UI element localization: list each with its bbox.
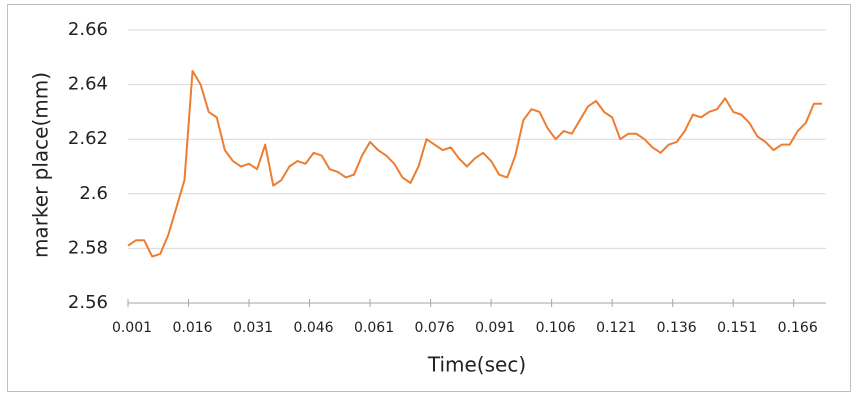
data-line	[127, 69, 822, 258]
y-axis-title: marker place(mm)	[29, 72, 53, 258]
x-tick-label: 0.001	[112, 320, 152, 336]
x-tick-label: 0.106	[536, 320, 576, 336]
x-tick-label: 0.031	[233, 320, 273, 336]
x-tick-label: 0.016	[172, 320, 212, 336]
x-tick-label: 0.151	[717, 320, 757, 336]
x-tick-label: 0.166	[778, 320, 818, 336]
x-tick-label: 0.046	[294, 320, 334, 336]
y-tick-label: 2.64	[68, 74, 108, 95]
chart-border	[7, 4, 851, 392]
y-tick-label: 2.6	[79, 183, 108, 204]
y-tick-label: 2.62	[68, 128, 108, 149]
x-tick-label: 0.091	[475, 320, 515, 336]
x-axis-title: Time(sec)	[427, 353, 526, 377]
y-tick-label: 2.56	[68, 292, 108, 313]
x-tick-label: 0.061	[354, 320, 394, 336]
y-tick-label: 2.58	[68, 237, 108, 258]
y-tick-label: 2.66	[68, 19, 108, 40]
x-tick-label: 0.121	[596, 320, 636, 336]
x-tick-label: 0.136	[657, 320, 697, 336]
x-tick-label: 0.076	[415, 320, 455, 336]
